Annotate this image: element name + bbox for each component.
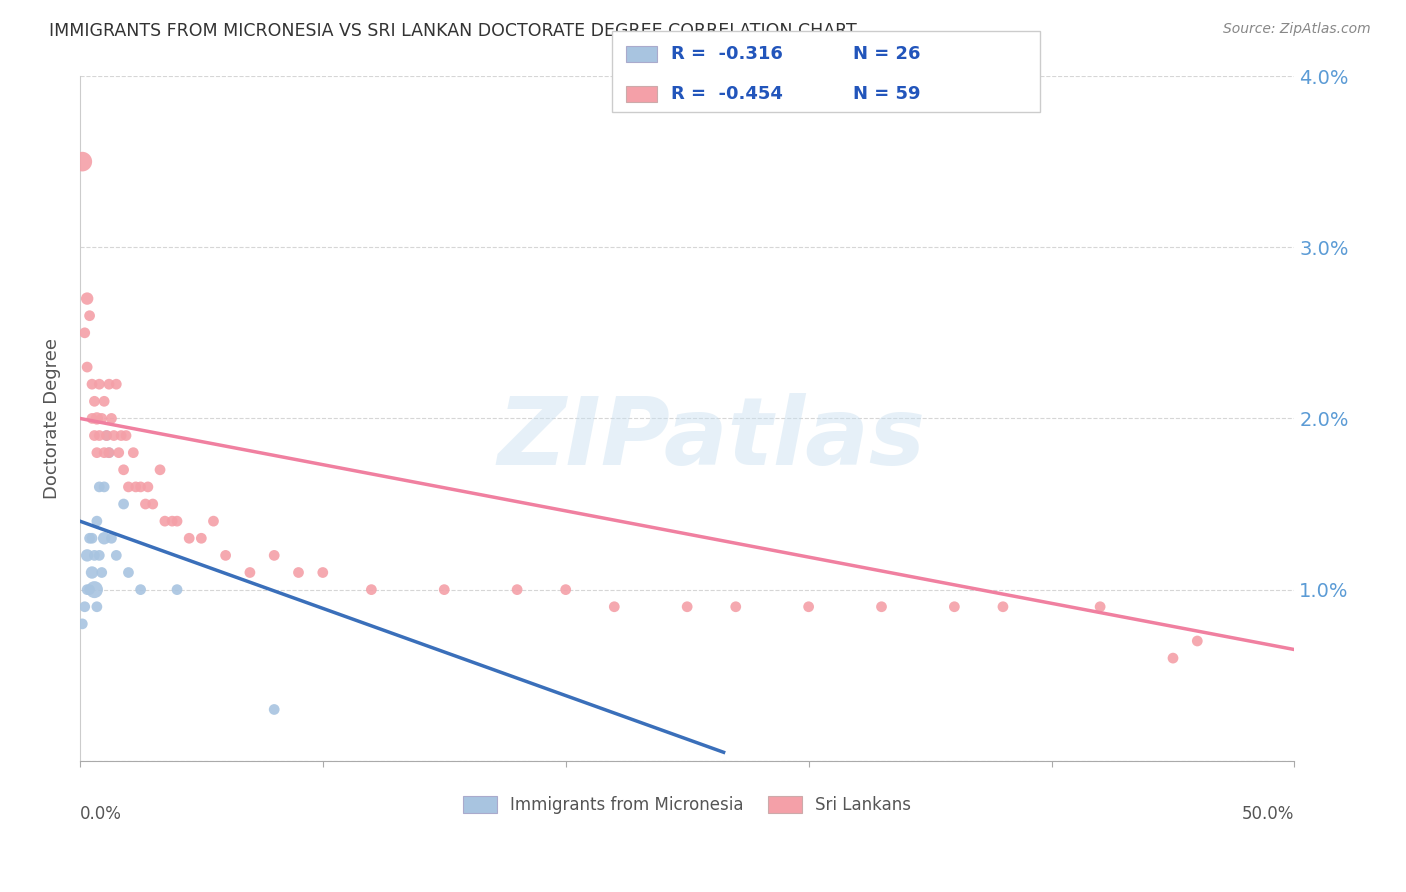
Point: [603, 599, 626, 614]
Point: [554, 582, 576, 597]
Point: [79, 531, 101, 545]
Point: [73, 326, 96, 340]
Point: [1088, 599, 1111, 614]
Point: [190, 531, 212, 545]
Point: [149, 463, 172, 477]
Y-axis label: Doctorate Degree: Doctorate Degree: [44, 338, 60, 499]
Point: [80, 566, 103, 580]
Point: [105, 549, 128, 563]
Point: [89, 480, 111, 494]
Point: [96, 428, 118, 442]
Point: [117, 566, 139, 580]
Point: [112, 463, 135, 477]
Point: [136, 480, 159, 494]
Point: [676, 599, 699, 614]
Point: [797, 599, 820, 614]
Point: [73, 599, 96, 614]
Point: [433, 582, 456, 597]
Point: [79, 582, 101, 597]
Point: [214, 549, 236, 563]
Text: 0.0%: 0.0%: [80, 805, 122, 823]
Point: [90, 566, 112, 580]
Point: [1161, 651, 1184, 665]
Point: [160, 514, 183, 528]
Point: [263, 549, 285, 563]
Point: [83, 394, 105, 409]
Point: [98, 445, 121, 459]
Point: [83, 428, 105, 442]
Point: [80, 411, 103, 425]
Text: R =  -0.454: R = -0.454: [671, 85, 783, 103]
Point: [991, 599, 1014, 614]
Point: [166, 514, 188, 528]
Text: ZIPatlas: ZIPatlas: [498, 393, 925, 485]
Point: [76, 360, 98, 375]
Point: [110, 428, 132, 442]
Point: [287, 566, 309, 580]
Point: [93, 394, 115, 409]
Point: [80, 531, 103, 545]
Point: [1187, 634, 1209, 648]
Point: [83, 549, 105, 563]
Point: [943, 599, 966, 614]
Point: [76, 549, 98, 563]
Point: [506, 582, 529, 597]
Point: [79, 309, 101, 323]
Point: [129, 582, 152, 597]
Point: [80, 377, 103, 392]
Point: [86, 445, 108, 459]
Point: [86, 411, 108, 425]
Point: [86, 599, 108, 614]
Point: [312, 566, 335, 580]
Point: [89, 377, 111, 392]
Point: [117, 480, 139, 494]
Legend: Immigrants from Micronesia, Sri Lankans: Immigrants from Micronesia, Sri Lankans: [457, 789, 918, 821]
Text: 50.0%: 50.0%: [1241, 805, 1295, 823]
Point: [93, 531, 115, 545]
Point: [93, 445, 115, 459]
Point: [107, 445, 129, 459]
Point: [166, 582, 188, 597]
Point: [263, 702, 285, 716]
Point: [72, 154, 94, 169]
Point: [870, 599, 893, 614]
Point: [122, 445, 145, 459]
Point: [96, 428, 118, 442]
Point: [153, 514, 176, 528]
Point: [115, 428, 138, 442]
Point: [90, 411, 112, 425]
Point: [360, 582, 382, 597]
Point: [98, 445, 121, 459]
Point: [89, 549, 111, 563]
Point: [72, 616, 94, 631]
Point: [76, 582, 98, 597]
Point: [112, 497, 135, 511]
Text: N = 26: N = 26: [853, 45, 921, 62]
Point: [103, 428, 125, 442]
Point: [98, 377, 121, 392]
Point: [202, 514, 225, 528]
Point: [134, 497, 156, 511]
Point: [100, 531, 122, 545]
Text: R =  -0.316: R = -0.316: [671, 45, 783, 62]
Point: [89, 428, 111, 442]
Text: Source: ZipAtlas.com: Source: ZipAtlas.com: [1223, 22, 1371, 37]
Point: [129, 480, 152, 494]
Point: [86, 514, 108, 528]
Text: IMMIGRANTS FROM MICRONESIA VS SRI LANKAN DOCTORATE DEGREE CORRELATION CHART: IMMIGRANTS FROM MICRONESIA VS SRI LANKAN…: [49, 22, 858, 40]
Point: [142, 497, 165, 511]
Point: [93, 480, 115, 494]
Point: [239, 566, 262, 580]
Point: [76, 292, 98, 306]
Point: [83, 582, 105, 597]
Point: [179, 531, 201, 545]
Point: [125, 480, 148, 494]
Point: [105, 377, 128, 392]
Point: [100, 411, 122, 425]
Text: N = 59: N = 59: [853, 85, 921, 103]
Point: [724, 599, 747, 614]
